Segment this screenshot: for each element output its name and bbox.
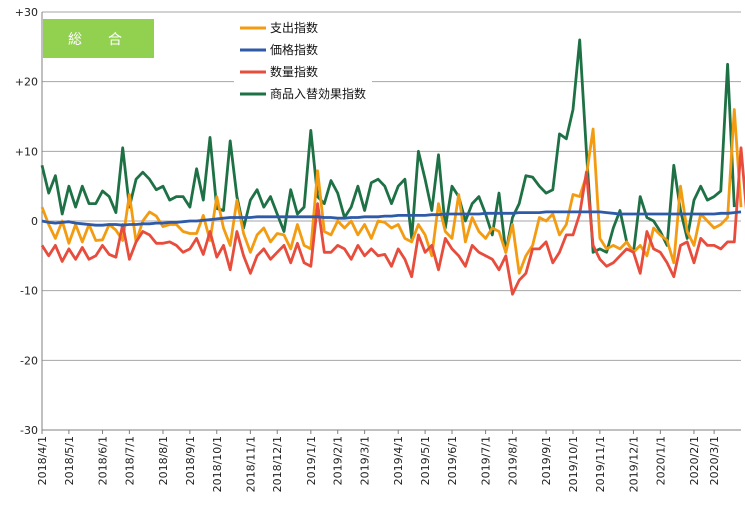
- x-tick-label: 2020/3/1: [708, 436, 721, 485]
- x-tick-label: 2018/5/1: [63, 436, 76, 485]
- x-tick-label: 2019/3/1: [359, 436, 372, 485]
- badge-label: 総 合: [68, 32, 128, 48]
- category-badge: 総 合: [43, 19, 154, 58]
- x-axis-tick-labels: 2018/4/1 2018/5/1 2018/6/1 2018/7/1 2018/8/1…: [36, 430, 721, 492]
- series-line-1: [41, 210, 742, 227]
- y-axis-tick-labels: +30 +20 +10 0 -10 -20 -30: [15, 6, 38, 437]
- x-tick-label: 2018/12/1: [271, 436, 284, 492]
- x-tick-label: 2019/5/1: [419, 436, 432, 485]
- series-line-3: [40, 38, 736, 254]
- x-tick-label: 2020/2/1: [688, 436, 701, 485]
- y-tick-label: -20: [20, 354, 38, 367]
- x-tick-label: 2019/11/1: [594, 436, 607, 492]
- y-tick-label: -10: [20, 285, 38, 298]
- x-tick-label: 2018/9/1: [184, 436, 197, 485]
- x-tick-label: 2019/9/1: [540, 436, 553, 485]
- x-tick-label: 2018/7/1: [123, 436, 136, 485]
- y-tick-label: 0: [31, 215, 38, 228]
- x-tick-label: 2018/6/1: [96, 436, 109, 485]
- legend-label: 商品入替効果指数: [270, 86, 366, 101]
- x-tick-label: 2019/2/1: [332, 436, 345, 485]
- x-tick-label: 2019/6/1: [446, 436, 459, 485]
- x-tick-label: 2018/4/1: [36, 436, 49, 485]
- x-tick-label: 2018/11/1: [244, 436, 257, 492]
- legend-label: 支出指数: [270, 20, 318, 35]
- x-tick-label: 2019/4/1: [392, 436, 405, 485]
- x-tick-label: 2019/8/1: [506, 436, 519, 485]
- badge-background: [43, 19, 154, 58]
- x-tick-label: 2019/7/1: [480, 436, 493, 485]
- x-tick-label: 2020/1/1: [654, 436, 667, 485]
- legend-label: 数量指数: [270, 64, 318, 79]
- y-tick-label: -30: [20, 424, 38, 437]
- y-tick-label: +30: [15, 6, 38, 19]
- gridlines: [42, 11, 741, 361]
- x-tick-label: 2018/10/1: [211, 436, 224, 492]
- x-tick-label: 2019/12/1: [627, 436, 640, 492]
- series-lines: [40, 38, 745, 296]
- x-tick-label: 2019/10/1: [567, 436, 580, 492]
- legend-label: 価格指数: [270, 42, 318, 57]
- x-tick-label: 2019/1/1: [305, 436, 318, 485]
- series-line-0: [40, 108, 743, 275]
- y-tick-label: +20: [15, 76, 38, 89]
- series-line-2: [40, 146, 745, 296]
- x-tick-label: 2018/8/1: [157, 436, 170, 485]
- y-tick-label: +10: [15, 145, 38, 158]
